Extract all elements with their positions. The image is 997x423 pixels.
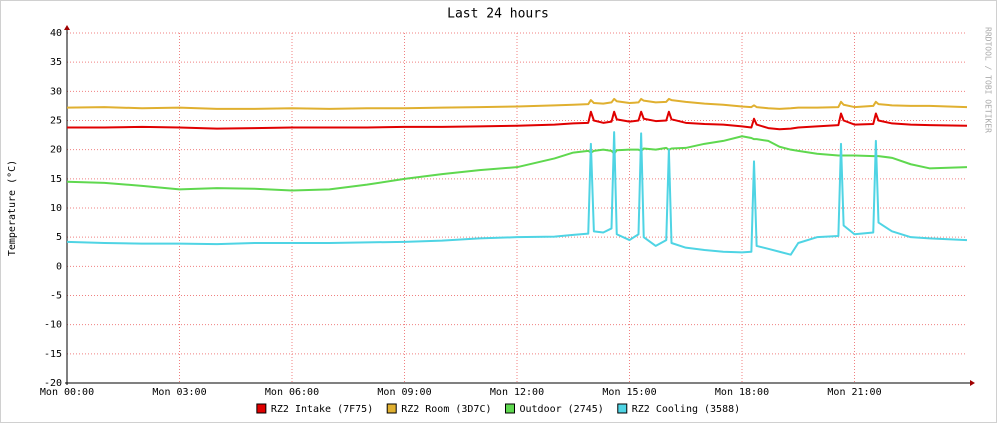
y-tick-label: 10	[50, 203, 62, 214]
y-tick-label: 0	[56, 261, 62, 272]
y-tick-label: 35	[50, 57, 62, 68]
y-tick-label: 5	[56, 232, 62, 243]
legend-swatch	[617, 403, 628, 414]
legend-swatch	[256, 403, 267, 414]
x-tick-label: Mon 12:00	[490, 387, 544, 398]
legend-label: RZ2 Cooling (3588)	[632, 404, 740, 415]
y-tick-label: 30	[50, 86, 62, 97]
x-tick-label: Mon 06:00	[265, 387, 319, 398]
legend-swatch	[505, 403, 515, 414]
legend-label: Outdoor (2745)	[520, 404, 604, 415]
y-tick-label: 40	[50, 28, 62, 39]
series-line	[67, 110, 968, 131]
legend-swatch	[386, 403, 397, 414]
series-line	[66, 97, 968, 110]
y-axis-label: Temperature (°C)	[7, 160, 18, 256]
y-tick-label: -20	[44, 378, 62, 389]
y-tick-label: -10	[44, 320, 62, 331]
axis-arrow	[970, 380, 975, 386]
y-tick-label: -15	[44, 349, 62, 360]
legend-label: RZ2 Intake (7F75)	[271, 404, 373, 415]
x-tick-label: Mon 03:00	[152, 387, 206, 398]
axis-arrow	[64, 25, 70, 30]
x-tick-label: Mon 18:00	[715, 387, 769, 398]
chart-title: Last 24 hours	[447, 7, 549, 22]
x-tick-label: Mon 00:00	[40, 387, 94, 398]
y-tick-label: 25	[50, 116, 62, 127]
y-tick-label: -5	[50, 291, 62, 302]
y-tick-label: 20	[50, 145, 62, 156]
x-tick-label: Mon 21:00	[827, 387, 881, 398]
legend-label: RZ2 Room (3D7C)	[401, 404, 491, 415]
watermark: RRDTOOL / TOBI OETIKER	[984, 27, 993, 133]
series-line	[66, 131, 968, 256]
x-tick-label: Mon 15:00	[602, 387, 656, 398]
y-tick-label: 15	[50, 174, 62, 185]
x-tick-label: Mon 09:00	[377, 387, 431, 398]
